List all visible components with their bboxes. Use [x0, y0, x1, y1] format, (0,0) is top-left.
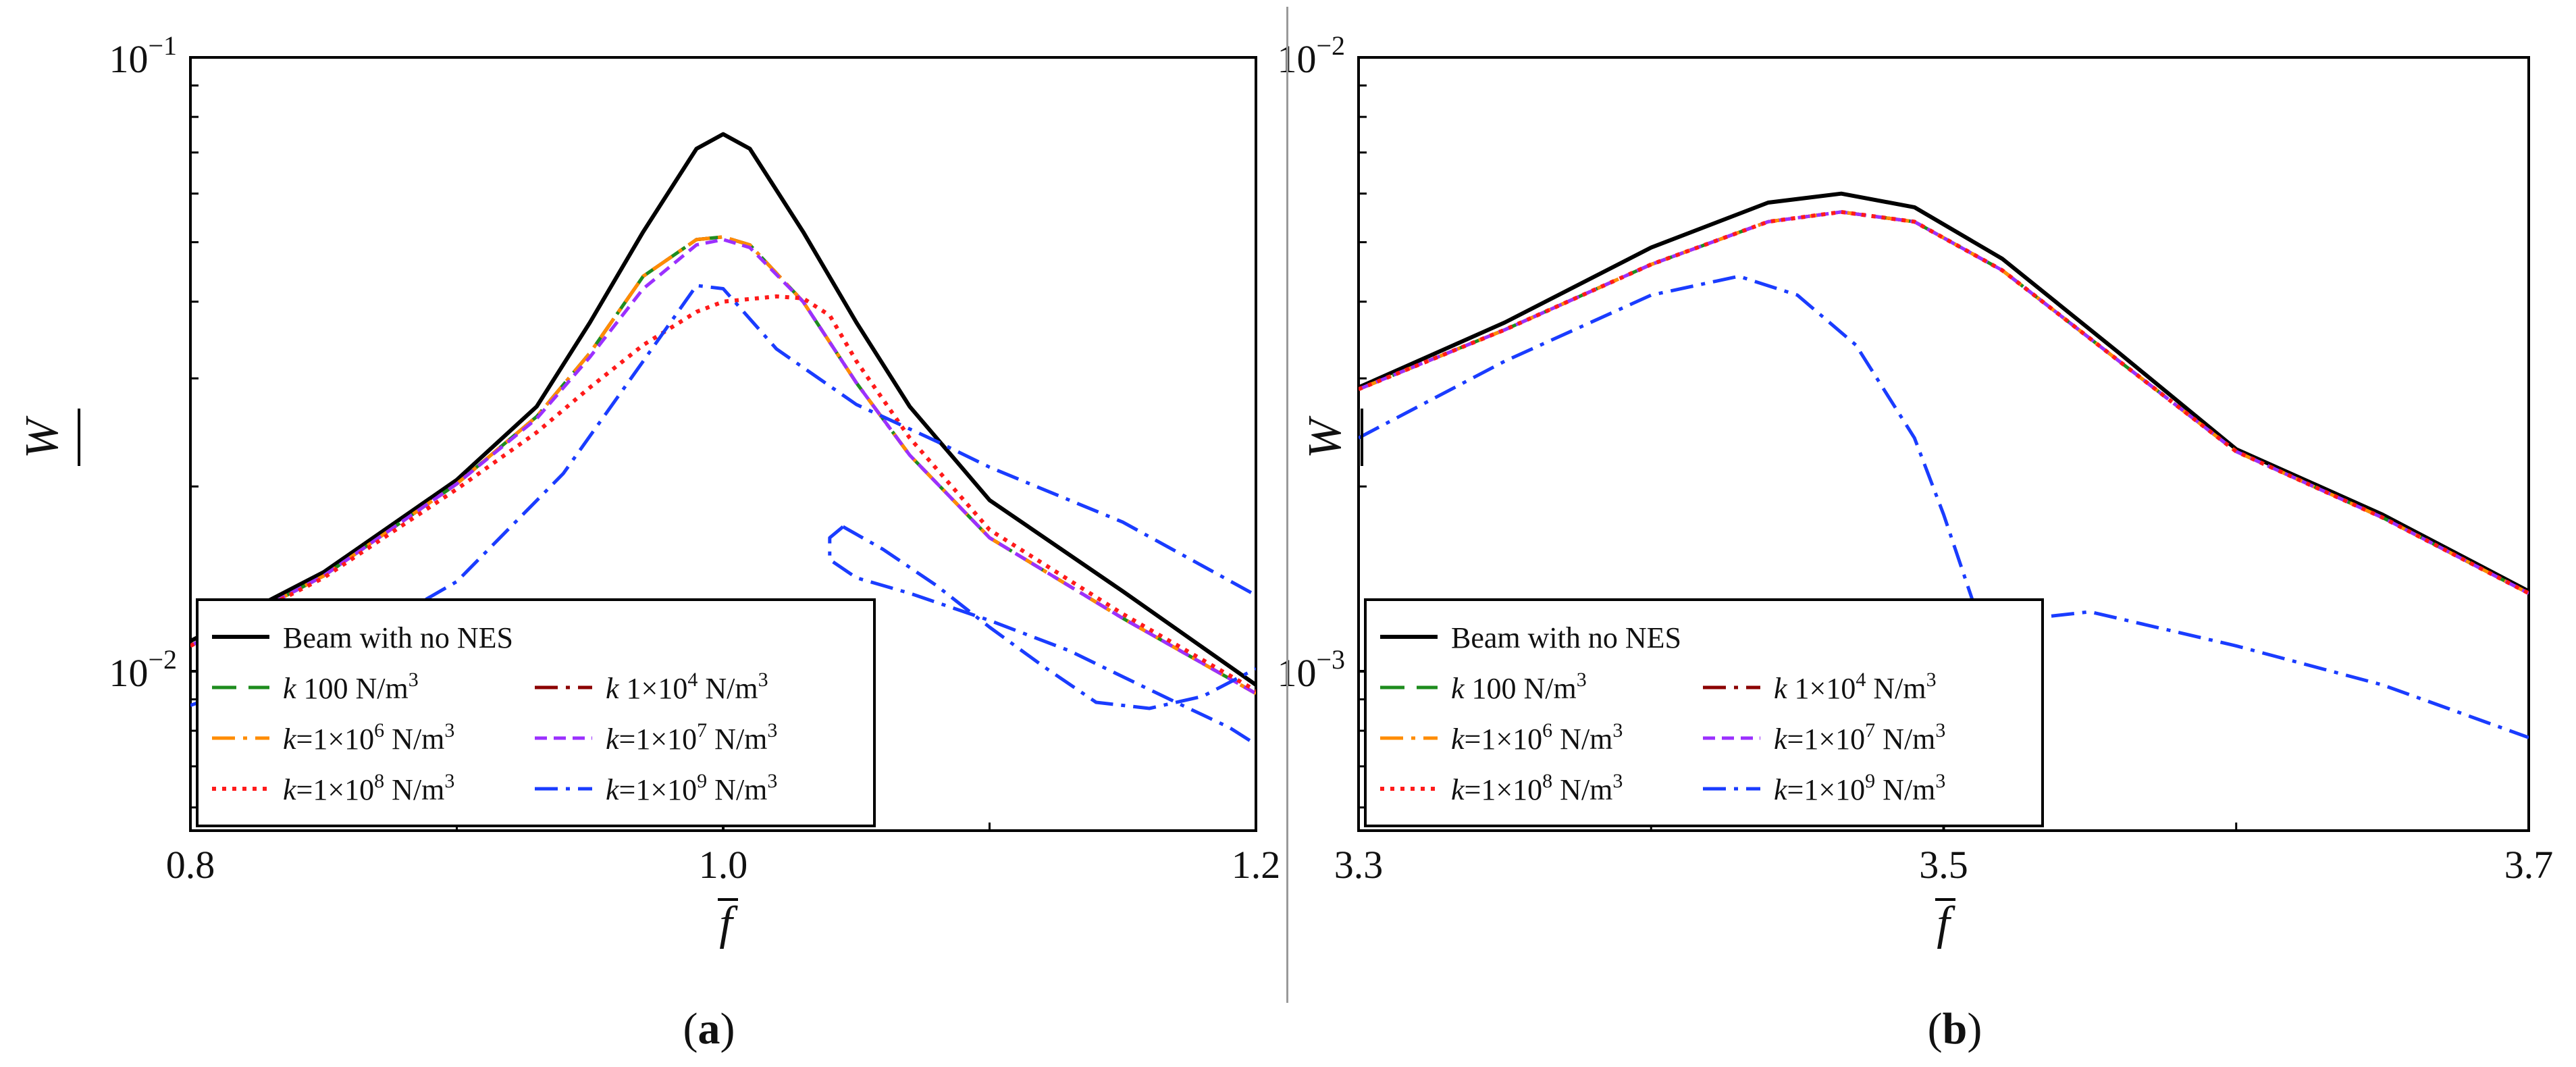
y-tick-label: 10−1 — [109, 30, 177, 81]
x-tick-label: 1.2 — [1232, 843, 1281, 887]
series-line-panel-b-0 — [1359, 191, 2529, 594]
legend-label: Beam with no NES — [1451, 621, 1681, 654]
legend-label: k=1×109 N/m3 — [1774, 770, 1945, 806]
series-line-panel-b-6 — [1359, 274, 2529, 739]
panel-a-legend: Beam with no NES k 100 N/m3 k 1×104 N/m3 k=… — [196, 598, 876, 827]
legend-label: k=1×106 N/m3 — [283, 719, 454, 756]
legend-label: Beam with no NES — [283, 621, 513, 654]
y-axis-label-panel-a: W — [16, 415, 68, 459]
x-axis-label-panel-b: f — [1937, 897, 1955, 949]
legend-label: k=1×108 N/m3 — [1451, 770, 1623, 806]
y-tick-label: 10−3 — [1277, 644, 1345, 695]
panel-label-b: (b) — [1928, 1004, 1982, 1053]
panel-b-series-group — [1359, 191, 2529, 739]
series-line-panel-a-8 — [842, 525, 1256, 710]
x-tick-label: 3.3 — [1334, 843, 1384, 887]
y-tick-label: 10−2 — [1277, 30, 1345, 81]
legend-label: k=1×109 N/m3 — [606, 770, 777, 806]
legend-label: k=1×107 N/m3 — [606, 719, 777, 756]
series-line-panel-a-6 — [190, 284, 1256, 707]
legend-label: k=1×107 N/m3 — [1774, 719, 1945, 756]
x-tick-label: 3.7 — [2504, 843, 2554, 887]
legend-label: k 1×104 N/m3 — [606, 669, 768, 705]
legend-label: k 100 N/m3 — [283, 669, 419, 705]
legend-label: k 100 N/m3 — [1451, 669, 1587, 705]
y-axis-label-panel-b: W — [1299, 415, 1351, 459]
legend-label: k 1×104 N/m3 — [1774, 669, 1937, 705]
panel-label-a: (a) — [683, 1004, 735, 1053]
series-line-panel-a-0 — [190, 132, 1256, 687]
x-axis-label-panel-a: f — [719, 897, 738, 949]
x-tick-label: 1.0 — [699, 843, 748, 887]
x-tick-label: 0.8 — [166, 843, 215, 887]
y-tick-label: 10−2 — [109, 644, 177, 695]
series-line-panel-a-7 — [828, 525, 1256, 746]
series-line-panel-a-4 — [190, 238, 1256, 696]
panel-separator — [1286, 7, 1288, 1003]
legend-label: k=1×108 N/m3 — [283, 770, 454, 806]
panel-b-legend: Beam with no NES k 100 N/m3 k 1×104 N/m3 k=… — [1364, 598, 2044, 827]
series-line-panel-a-5 — [190, 294, 1256, 693]
legend-label: k=1×106 N/m3 — [1451, 719, 1623, 756]
series-line-panel-b-5 — [1359, 209, 2529, 596]
panel-a-ticks: 0.8 1.0 1.2 10−1 10−2 — [109, 30, 1280, 887]
panel-a-series-group — [190, 132, 1256, 746]
x-tick-label: 3.5 — [1919, 843, 1968, 887]
